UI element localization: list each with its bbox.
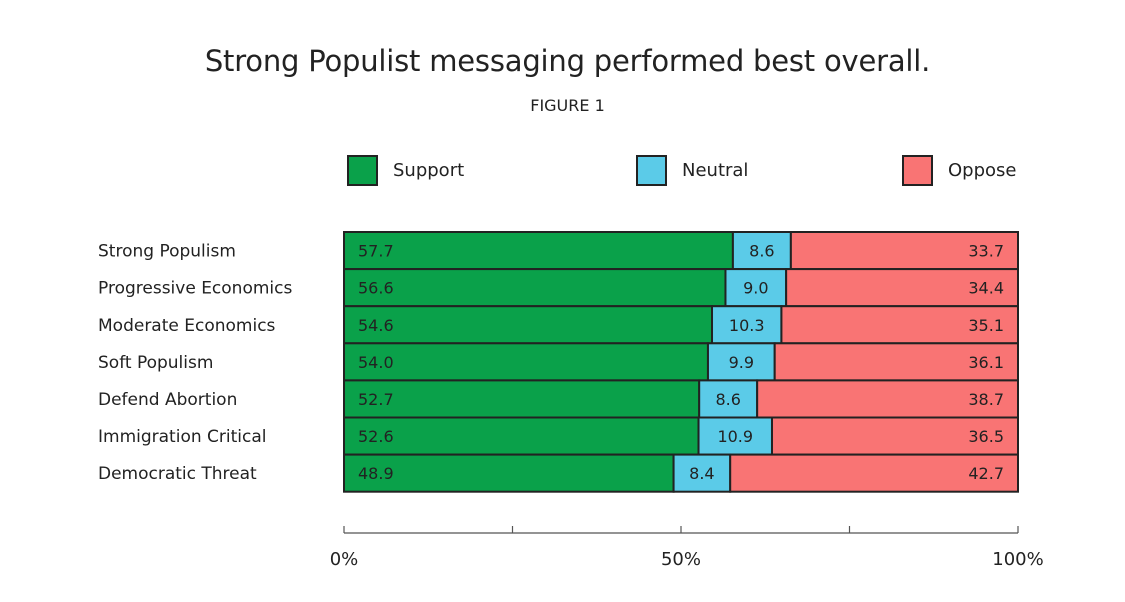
x-tick-label-0: 0% [330, 549, 359, 570]
value-label-neutral-moderate-economics: 10.3 [729, 316, 765, 335]
bar-support-strong-populism [343, 231, 734, 271]
category-label-soft-populism: Soft Populism [98, 353, 213, 373]
legend-label-oppose: Oppose [948, 160, 1017, 181]
category-label-immigration-critical: Immigration Critical [98, 427, 266, 447]
bar-oppose-defend-abortion [756, 379, 1019, 419]
value-label-support-immigration-critical: 52.6 [358, 427, 394, 446]
bar-neutral-moderate-economics [711, 305, 783, 345]
category-label-strong-populism: Strong Populism [98, 242, 236, 262]
value-label-support-moderate-economics: 54.6 [358, 316, 394, 335]
legend-swatch-neutral [636, 155, 667, 186]
legend-swatch-support [347, 155, 378, 186]
bar-support-defend-abortion [343, 379, 701, 419]
value-label-neutral-defend-abortion: 8.6 [715, 390, 740, 409]
value-label-support-democratic-threat: 48.9 [358, 464, 394, 483]
category-label-democratic-threat: Democratic Threat [98, 464, 257, 484]
bar-support-moderate-economics [343, 305, 714, 345]
value-label-oppose-moderate-economics: 35.1 [968, 316, 1004, 335]
bar-oppose-progressive-economics [785, 268, 1019, 308]
value-label-oppose-progressive-economics: 34.4 [968, 279, 1004, 298]
bar-oppose-soft-populism [773, 342, 1019, 382]
bar-support-democratic-threat [343, 453, 675, 493]
value-label-oppose-immigration-critical: 36.5 [968, 427, 1004, 446]
legend-label-neutral: Neutral [682, 160, 749, 181]
value-label-oppose-democratic-threat: 42.7 [968, 464, 1004, 483]
bar-support-progressive-economics [343, 268, 727, 308]
value-label-oppose-strong-populism: 33.7 [968, 242, 1004, 261]
bar-oppose-moderate-economics [780, 305, 1020, 345]
value-label-support-soft-populism: 54.0 [358, 353, 394, 372]
bar-oppose-democratic-threat [729, 453, 1020, 493]
value-label-support-progressive-economics: 56.6 [358, 279, 394, 298]
bar-support-immigration-critical [343, 416, 700, 456]
value-label-oppose-soft-populism: 36.1 [968, 353, 1004, 372]
value-label-oppose-defend-abortion: 38.7 [968, 390, 1004, 409]
value-label-neutral-progressive-economics: 9.0 [743, 279, 768, 298]
bar-oppose-strong-populism [789, 231, 1019, 271]
legend-swatch-oppose [902, 155, 933, 186]
category-label-moderate-economics: Moderate Economics [98, 316, 276, 336]
value-label-support-strong-populism: 57.7 [358, 242, 394, 261]
chart-subtitle: FIGURE 1 [530, 96, 605, 115]
value-label-support-defend-abortion: 52.7 [358, 390, 394, 409]
value-label-neutral-democratic-threat: 8.4 [689, 464, 714, 483]
bar-support-soft-populism [343, 342, 709, 382]
value-label-neutral-immigration-critical: 10.9 [717, 427, 753, 446]
value-label-neutral-strong-populism: 8.6 [749, 242, 774, 261]
bar-neutral-democratic-threat [672, 453, 732, 493]
x-tick-label-100: 100% [992, 549, 1043, 570]
value-label-neutral-soft-populism: 9.9 [729, 353, 754, 372]
x-tick-label-50: 50% [661, 549, 701, 570]
category-label-progressive-economics: Progressive Economics [98, 279, 292, 299]
category-label-defend-abortion: Defend Abortion [98, 390, 237, 410]
chart-title: Strong Populist messaging performed best… [204, 44, 931, 78]
bar-neutral-defend-abortion [698, 379, 759, 419]
legend-label-support: Support [393, 160, 465, 181]
